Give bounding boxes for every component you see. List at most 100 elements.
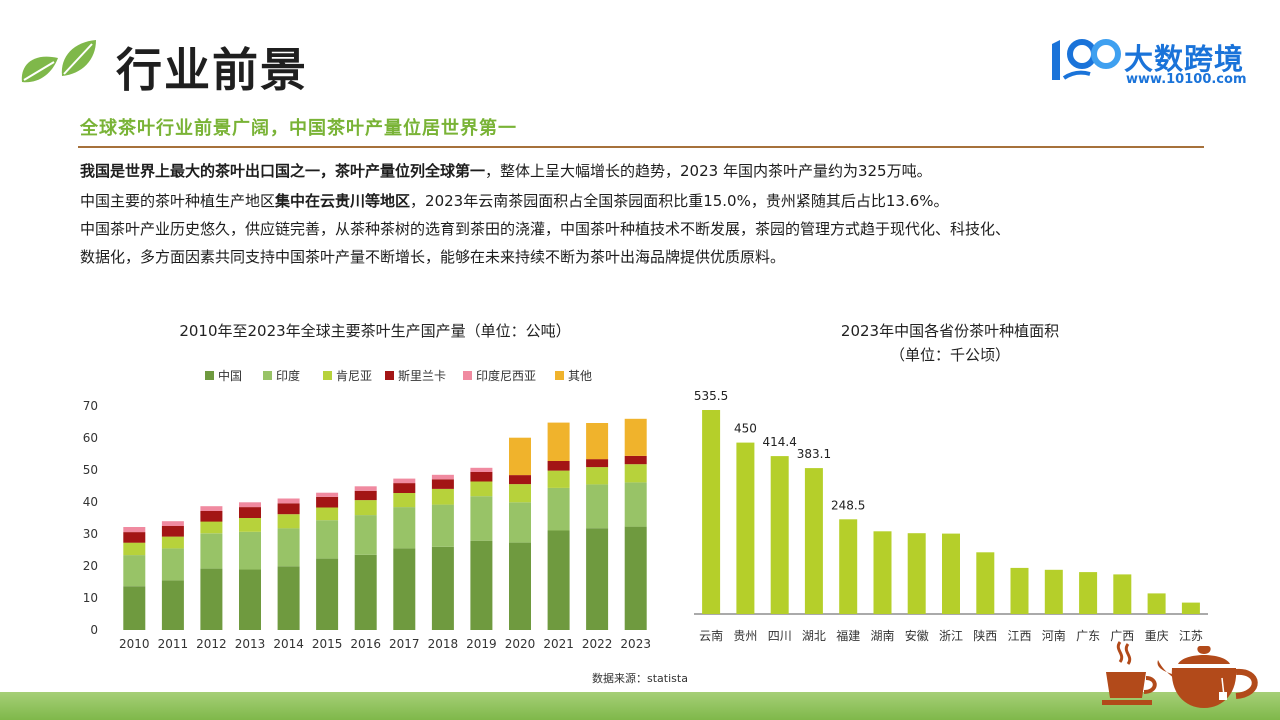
bar-segment-1 [509,502,531,543]
x-tick-label: 四川 [768,629,792,643]
bar [1010,567,1029,614]
bar-segment-3 [509,475,531,485]
brand-logo: 大数跨境 www.10100.com [1046,34,1256,90]
tea-leaf-icon [21,40,96,83]
bar-segment-4 [470,467,493,472]
legend-label-2: 肯尼亚 [336,369,372,383]
bar-segment-0 [277,566,300,630]
bar-segment-2 [624,464,647,483]
chart-china-province-tea-area: 535.5 云南 450 贵州 414.4 四川 383.1 湖北 248.5 福建 湖南 安徽 浙江陕… [694,389,1208,643]
chart-global-tea-production: 中国 印度 肯尼亚 斯里兰卡 印度尼西亚 其他 0 10 20 30 40 50 60 70 2010 201… [83,368,651,651]
y-tick-label: 50 [83,463,98,477]
paragraph-1-rest: ，整体上呈大幅增长的趋势，2023 年国内茶叶产量约为325万吨。 [485,162,932,180]
bar-segment-2 [547,470,570,488]
x-tick-label: 2010 [119,637,150,651]
legend-label-1: 印度 [276,368,300,383]
bar-segment-2 [123,542,146,556]
legend-swatch-5 [555,371,564,380]
paragraph-2-rest: ，2023年云南茶园面积占全国茶园面积比重15.0%，贵州紧随其后占比13.6%… [410,192,949,210]
divider-rule [78,146,1204,148]
bar-segment-4 [354,486,377,491]
bar [976,552,995,614]
x-tick-label: 贵州 [733,629,757,643]
x-tick-label: 2019 [466,637,497,651]
paragraph-2-bold: 集中在云贵川等地区 [275,192,411,210]
bar [736,442,755,614]
paragraph-1: 我国是世界上最大的茶叶出口国之一，茶叶产量位列全球第一，整体上呈大幅增长的趋势，… [80,156,1210,186]
bar-segment-4 [393,478,416,484]
bar-segment-1 [277,528,300,567]
paragraph-3-line-2: 数据化，多方面因素共同支持中国茶叶产量不断增长，能够在未来持续不断为茶叶出海品牌… [80,248,786,266]
bar-segment-4 [200,506,223,511]
x-tick-label: 2012 [196,637,227,651]
legend-label-3: 斯里兰卡 [398,369,446,383]
footer-band [0,692,1280,720]
bar-segment-1 [123,555,146,587]
bar-segment-2 [354,500,377,516]
bar-segment-3 [470,471,493,482]
section-subtitle: 全球茶叶行业前景广阔，中国茶叶产量位居世界第一 [80,118,517,139]
x-tick-label: 2015 [312,637,343,651]
y-tick-label: 0 [90,623,98,637]
legend-swatch-1 [263,371,272,380]
bar-segment-3 [354,490,377,501]
bar-segment-1 [316,520,339,559]
data-label: 535.5 [694,389,728,403]
bar-segment-0 [123,586,146,630]
y-tick-label: 40 [83,495,98,509]
data-label: 414.4 [763,435,797,449]
bar [770,456,789,614]
data-label: 383.1 [797,447,831,461]
bar-segment-2 [316,507,339,521]
data-label: 450 [734,422,757,436]
x-tick-label: 2020 [505,637,536,651]
data-label: 248.5 [831,498,865,512]
chart-2-subtitle: （单位：千公顷） [889,346,1010,364]
x-tick-label: 福建 [836,628,860,643]
bar-segment-2 [470,481,493,497]
bar-segment-0 [470,540,493,630]
bar-segment-2 [393,493,416,508]
paragraph-1-bold: 我国是世界上最大的茶叶出口国之一，茶叶产量位列全球第一 [80,162,486,180]
bar [873,531,892,614]
bar-segment-2 [509,484,531,503]
x-tick-label: 湖北 [802,628,826,643]
legend-label-4: 印度尼西亚 [476,368,536,383]
bar-segment-1 [161,548,184,581]
page-title: 行业前景 [116,43,308,97]
x-tick-label: 2022 [582,637,613,651]
x-tick-label: 陕西 [973,628,997,643]
paragraph-3-line-1: 中国茶叶产业历史悠久，供应链完善，从茶种茶树的选育到茶田的浇灌，中国茶叶种植技术… [80,220,1011,238]
bar-segment-0 [239,569,261,630]
bar-segment-2 [161,536,184,549]
x-tick-label: 安徽 [905,628,929,643]
bar-segment-3 [200,511,223,522]
bar-segment-0 [509,542,531,630]
bar [1044,569,1063,614]
bar-segment-0 [431,546,454,630]
bar-segment-2 [586,467,609,485]
logo-name: 大数跨境 [1124,42,1245,76]
bar-segment-0 [393,548,416,630]
legend-swatch-4 [463,371,472,380]
bar-segment-3 [277,503,300,515]
bar-segment-0 [354,554,377,630]
bar-segment-5 [547,422,570,461]
bar-segment-1 [470,496,493,541]
paragraph-2: 中国主要的茶叶种植生产地区集中在云贵川等地区，2023年云南茶园面积占全国茶园面… [80,186,1210,216]
logo-url: www.10100.com [1126,72,1247,87]
bar-segment-4 [316,492,339,497]
bar [1147,593,1166,614]
x-tick-label: 云南 [699,628,723,643]
x-tick-label: 2014 [273,637,304,651]
bar-segment-3 [547,461,570,471]
bar-segment-0 [547,530,570,630]
bar-segment-1 [393,507,416,549]
legend-swatch-3 [385,371,394,380]
bar-segment-1 [547,487,570,531]
legend-label-5: 其他 [568,369,592,383]
bar-segment-1 [354,515,377,555]
bar-segment-3 [239,507,261,518]
bar-segment-3 [316,496,339,508]
bar-segment-5 [509,437,531,476]
